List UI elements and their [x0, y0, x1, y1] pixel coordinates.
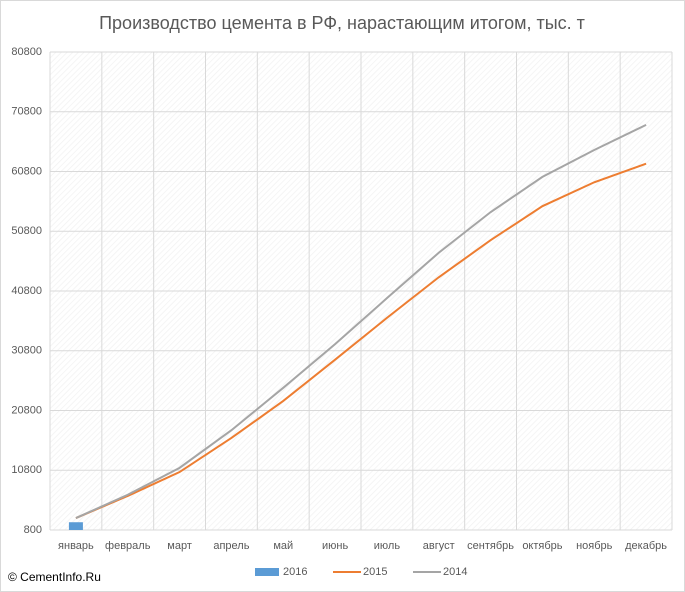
- y-tick-label: 30800: [11, 345, 42, 357]
- x-tick-label: апрель: [213, 540, 249, 552]
- legend-label: 2014: [443, 566, 467, 578]
- x-tick-label: июль: [374, 540, 401, 552]
- line: [75, 162, 647, 519]
- credit: © CementInfo.Ru: [8, 570, 101, 584]
- y-tick-label: 80800: [11, 46, 42, 58]
- y-tick-label: 50800: [11, 225, 42, 237]
- x-tick-label: январь: [58, 540, 94, 552]
- y-tick-label: 800: [24, 524, 42, 536]
- x-tick-label: октябрь: [522, 540, 562, 552]
- x-tick-label: март: [167, 540, 192, 552]
- x-tick-label: август: [423, 540, 455, 552]
- y-tick-label: 40800: [11, 285, 42, 297]
- legend-label: 2016: [283, 566, 307, 578]
- y-tick-label: 20800: [11, 404, 42, 416]
- bar: [68, 522, 83, 530]
- x-tick-label: май: [273, 540, 293, 552]
- y-tick-label: 10800: [11, 464, 42, 476]
- legend-label: 2015: [363, 566, 387, 578]
- x-tick-label: февраль: [105, 540, 151, 552]
- x-tick-label: декабрь: [625, 540, 667, 552]
- x-tick-label: сентябрь: [467, 540, 514, 552]
- x-tick-label: июнь: [322, 540, 348, 552]
- y-tick-label: 60800: [11, 165, 42, 177]
- line: [75, 123, 647, 519]
- chart-title: Производство цемента в РФ, нарастающим и…: [99, 13, 585, 33]
- x-tick-label: ноябрь: [576, 540, 613, 552]
- y-tick-label: 70800: [11, 106, 42, 118]
- legend-swatch: [255, 568, 279, 576]
